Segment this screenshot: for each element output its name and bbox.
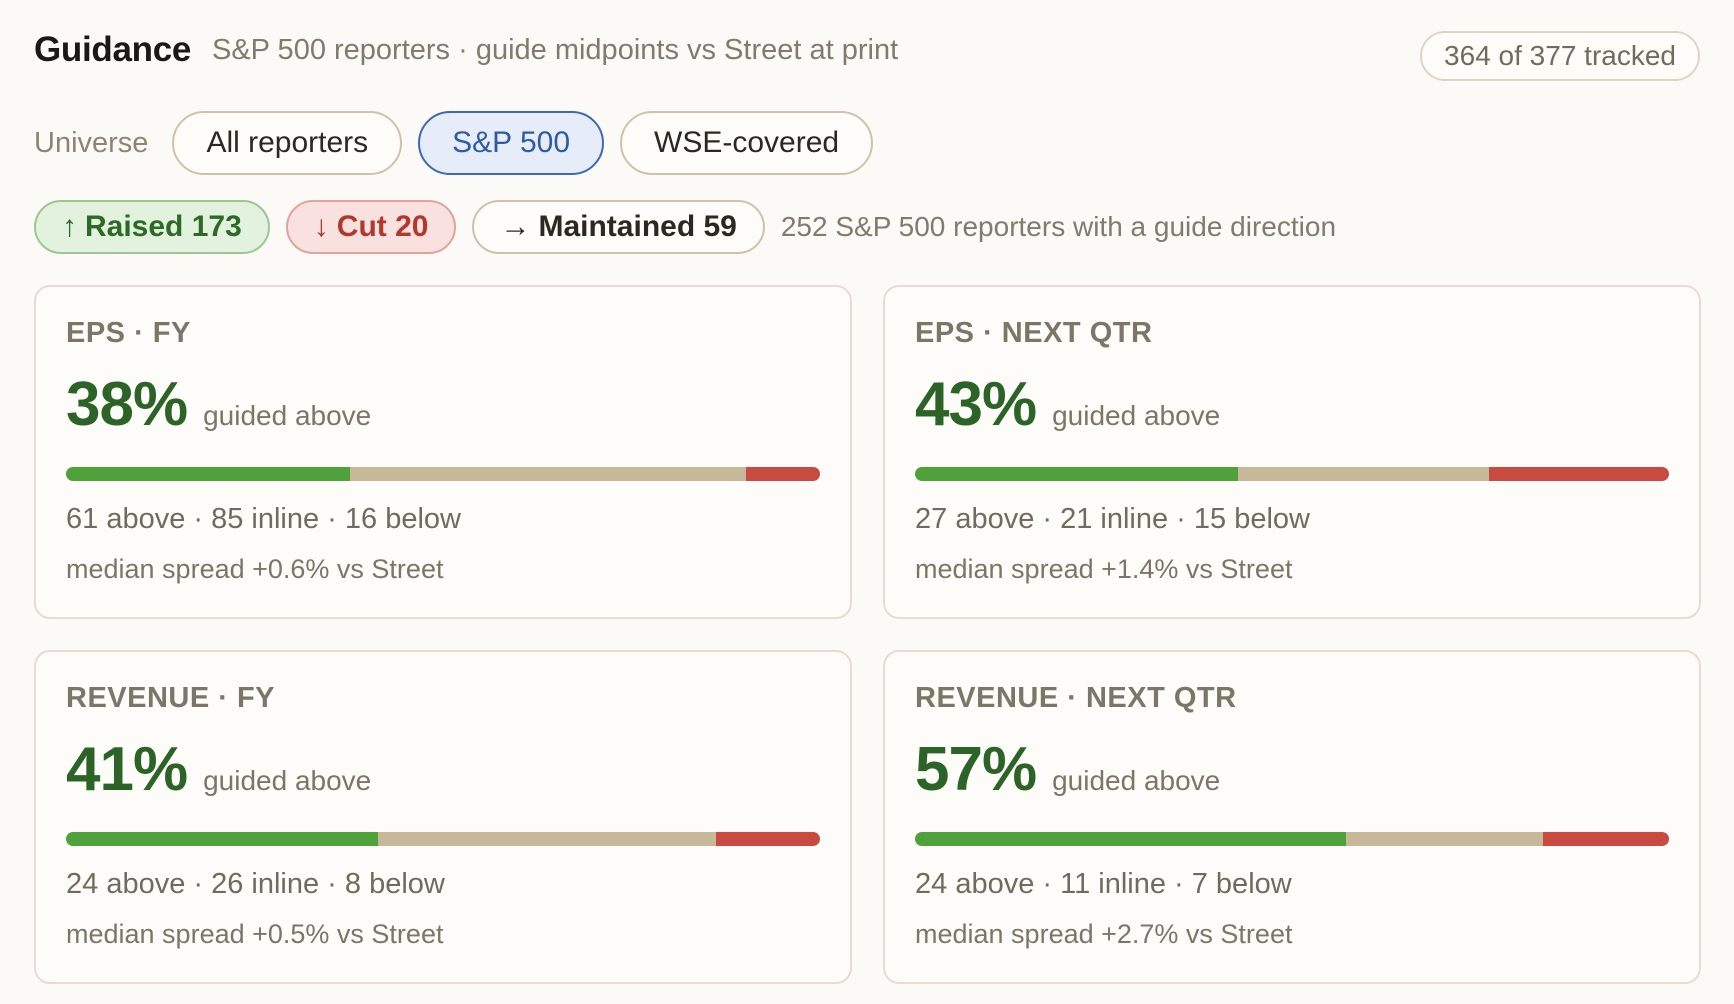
bar-segment-above bbox=[66, 467, 350, 481]
bar-segment-above bbox=[915, 467, 1239, 481]
guidance-card-eps-next-qtr: EPS · NEXT QTR 43% guided above 27 above… bbox=[883, 285, 1701, 619]
card-median-spread: median spread +0.6% vs Street bbox=[66, 554, 444, 584]
arrow-right-icon: → bbox=[500, 210, 531, 243]
tracked-count-badge: 364 of 377 tracked bbox=[1420, 31, 1700, 81]
raised-filter-pill[interactable]: ↑ Raised 173 bbox=[34, 200, 270, 254]
bar-segment-inline bbox=[1238, 467, 1490, 481]
guided-above-caption: guided above bbox=[203, 400, 372, 431]
card-median-spread: median spread +1.4% vs Street bbox=[915, 554, 1293, 584]
bar-segment-below bbox=[1489, 467, 1669, 481]
card-label: REVENUE · FY bbox=[66, 682, 276, 714]
arrow-down-icon: ↓ bbox=[313, 210, 329, 243]
universe-filter: Universe All reporters S&P 500 WSE-cover… bbox=[34, 111, 889, 175]
guided-above-caption: guided above bbox=[203, 765, 372, 796]
bar-segment-below bbox=[716, 832, 820, 846]
guidance-card-revenue-next-qtr: REVENUE · NEXT QTR 57% guided above 24 a… bbox=[883, 650, 1701, 984]
universe-label: Universe bbox=[34, 126, 149, 159]
guidance-card-eps-fy: EPS · FY 38% guided above 61 above · 85 … bbox=[34, 285, 852, 619]
page-subtitle: S&P 500 reporters · guide midpoints vs S… bbox=[212, 34, 899, 66]
card-headline: 41% guided above bbox=[66, 734, 371, 805]
bar-segment-below bbox=[745, 467, 820, 481]
card-counts: 24 above · 26 inline · 8 below bbox=[66, 868, 445, 900]
card-headline: 43% guided above bbox=[915, 369, 1220, 440]
universe-option-sp500[interactable]: S&P 500 bbox=[418, 111, 605, 175]
bar-segment-below bbox=[1543, 832, 1669, 846]
raised-label: Raised 173 bbox=[85, 210, 242, 243]
guide-direction-row: ↑ Raised 173 ↓ Cut 20 → Maintained 59 25… bbox=[34, 200, 1336, 254]
arrow-up-icon: ↑ bbox=[62, 210, 77, 243]
cut-label: Cut 20 bbox=[336, 210, 429, 243]
card-label: EPS · FY bbox=[66, 317, 191, 349]
bar-segment-inline bbox=[1345, 832, 1544, 846]
card-counts: 24 above · 11 inline · 7 below bbox=[915, 868, 1292, 900]
guided-above-caption: guided above bbox=[1052, 400, 1221, 431]
guided-above-percent: 41% bbox=[66, 735, 188, 804]
card-label: REVENUE · NEXT QTR bbox=[915, 682, 1237, 714]
guided-above-percent: 43% bbox=[915, 370, 1037, 439]
card-median-spread: median spread +2.7% vs Street bbox=[915, 919, 1293, 949]
card-median-spread: median spread +0.5% vs Street bbox=[66, 919, 444, 949]
card-counts: 61 above · 85 inline · 16 below bbox=[66, 503, 461, 535]
bar-segment-inline bbox=[378, 832, 716, 846]
card-label: EPS · NEXT QTR bbox=[915, 317, 1153, 349]
header: Guidance S&P 500 reporters · guide midpo… bbox=[34, 28, 1700, 84]
direction-note: 252 S&P 500 reporters with a guide direc… bbox=[780, 211, 1337, 242]
guided-above-caption: guided above bbox=[1052, 765, 1221, 796]
page-title: Guidance bbox=[34, 30, 192, 69]
universe-option-all-reporters[interactable]: All reporters bbox=[172, 111, 403, 175]
guided-above-percent: 57% bbox=[915, 735, 1037, 804]
maintained-filter-pill[interactable]: → Maintained 59 bbox=[472, 200, 765, 254]
distribution-bar bbox=[915, 832, 1669, 846]
bar-segment-above bbox=[915, 832, 1346, 846]
bar-segment-inline bbox=[349, 467, 746, 481]
distribution-bar bbox=[66, 832, 820, 846]
guidance-card-revenue-fy: REVENUE · FY 41% guided above 24 above ·… bbox=[34, 650, 852, 984]
distribution-bar bbox=[915, 467, 1669, 481]
card-headline: 38% guided above bbox=[66, 369, 371, 440]
cut-filter-pill[interactable]: ↓ Cut 20 bbox=[285, 200, 457, 254]
distribution-bar bbox=[66, 467, 820, 481]
maintained-label: Maintained 59 bbox=[538, 210, 737, 243]
bar-segment-above bbox=[66, 832, 378, 846]
guided-above-percent: 38% bbox=[66, 370, 188, 439]
universe-option-wse-covered[interactable]: WSE-covered bbox=[620, 111, 874, 175]
card-headline: 57% guided above bbox=[915, 734, 1220, 805]
card-counts: 27 above · 21 inline · 15 below bbox=[915, 503, 1310, 535]
